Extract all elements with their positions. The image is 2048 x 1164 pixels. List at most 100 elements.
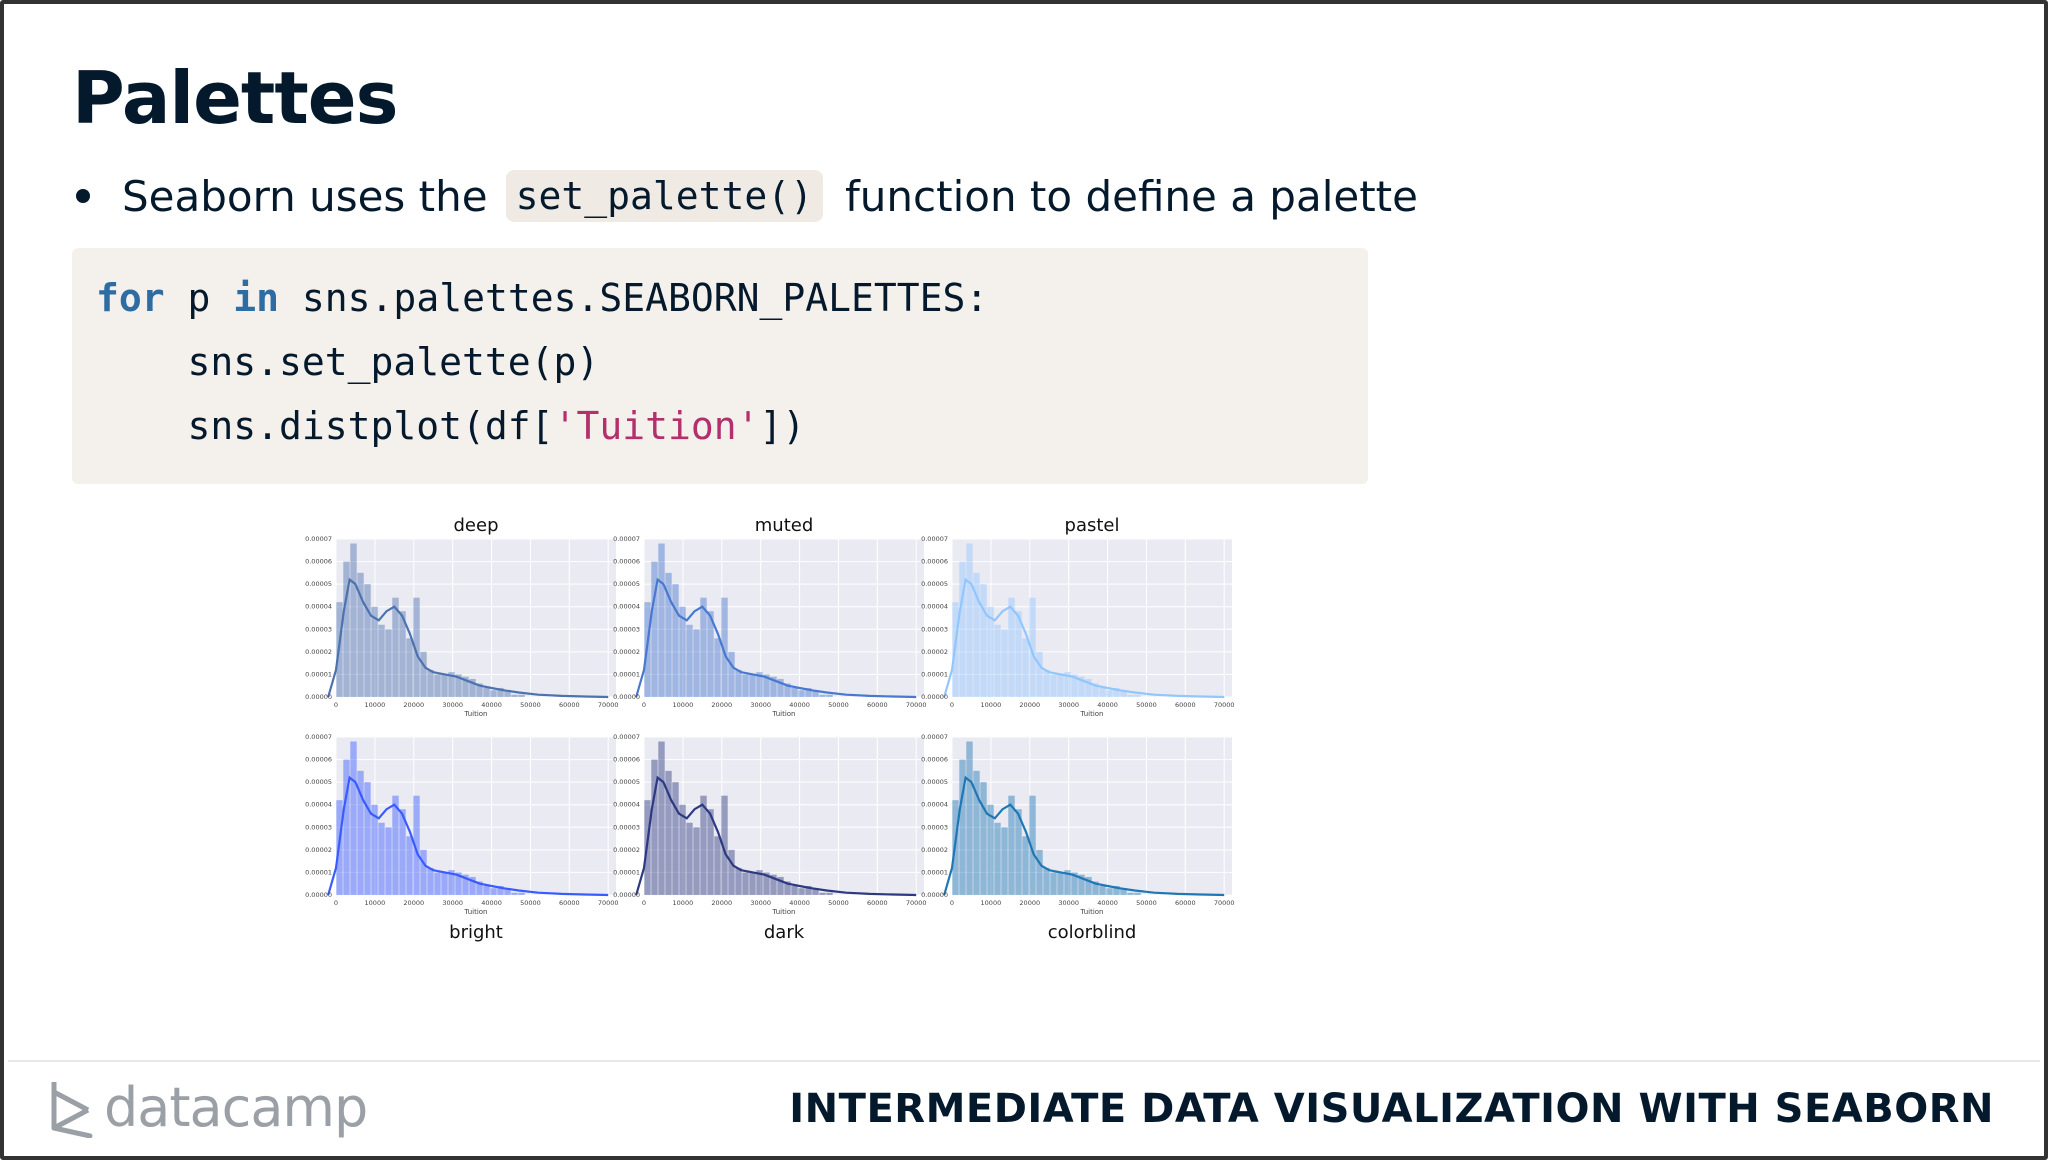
hist-bar <box>714 836 721 895</box>
x-axis-label: Tuition <box>463 908 487 916</box>
hist-bar <box>987 804 994 895</box>
hist-bar <box>350 741 357 895</box>
hist-bar <box>406 638 413 697</box>
hist-bar <box>777 678 784 697</box>
x-tick-label: 50000 <box>1136 701 1157 709</box>
hist-bar <box>1022 836 1029 895</box>
code-string-tuition: 'Tuition' <box>553 404 760 448</box>
y-tick-label: 0.00003 <box>921 625 948 633</box>
x-axis-label: Tuition <box>1079 710 1103 718</box>
hist-bar <box>1029 795 1036 895</box>
hist-bar <box>497 885 504 895</box>
y-tick-label: 0.00002 <box>921 846 948 854</box>
hist-bar <box>364 782 371 895</box>
chart-title: colorblind <box>1048 922 1137 943</box>
distplot-colorblind: 0.00000 0.00001 0.00002 0.00003 0.00004 0.000… <box>921 733 1234 943</box>
hist-bar <box>749 872 756 895</box>
plot-background <box>336 737 616 895</box>
hist-bar <box>994 822 1001 895</box>
hist-bar <box>413 795 420 895</box>
x-axis-label: Tuition <box>771 908 795 916</box>
hist-bar <box>805 885 812 895</box>
plot-background <box>644 737 924 895</box>
kde-line <box>943 577 1225 699</box>
hist-bar <box>1015 809 1022 895</box>
hist-bar <box>462 874 469 895</box>
hist-bar <box>707 611 714 697</box>
x-tick-label: 0 <box>334 899 338 907</box>
plot-background <box>644 539 924 697</box>
hist-bar <box>1113 885 1120 895</box>
x-tick-label: 70000 <box>1214 701 1235 709</box>
bullet-dot-icon <box>76 189 90 203</box>
y-tick-label: 0.00007 <box>613 535 640 543</box>
hist-bar <box>665 572 672 697</box>
hist-bar <box>721 795 728 895</box>
y-tick-label: 0.00006 <box>305 756 332 764</box>
slide-title: Palettes <box>72 56 398 140</box>
hist-bar <box>518 694 525 697</box>
hist-bar <box>392 597 399 697</box>
x-tick-label: 50000 <box>1136 899 1157 907</box>
x-tick-label: 20000 <box>403 701 424 709</box>
hist-bar <box>784 881 791 895</box>
y-tick-label: 0.00004 <box>921 801 948 809</box>
x-tick-label: 10000 <box>673 899 694 907</box>
hist-bar <box>742 872 749 895</box>
code-block: for p in sns.palettes.SEABORN_PALETTES: … <box>72 248 1368 484</box>
hist-bar <box>455 872 462 895</box>
inline-code-set-palette: set_palette() <box>505 170 824 222</box>
hist-bar <box>693 629 700 697</box>
x-tick-label: 40000 <box>789 899 810 907</box>
hist-bar <box>798 888 805 895</box>
hist-bar <box>441 872 448 895</box>
hist-bar <box>770 874 777 895</box>
chart-title: dark <box>764 922 805 943</box>
hist-bar <box>672 584 679 697</box>
x-tick-label: 20000 <box>403 899 424 907</box>
hist-bar <box>518 892 525 895</box>
y-tick-label: 0.00003 <box>305 625 332 633</box>
y-tick-label: 0.00001 <box>613 670 640 678</box>
hist-bar <box>763 872 770 895</box>
x-tick-label: 10000 <box>673 701 694 709</box>
x-tick-label: 30000 <box>1058 701 1079 709</box>
hist-bar <box>420 651 427 697</box>
y-tick-label: 0.00001 <box>305 670 332 678</box>
chart-title: muted <box>755 515 814 536</box>
hist-bar <box>980 584 987 697</box>
hist-bar <box>1050 872 1057 895</box>
hist-bar <box>805 687 812 697</box>
code-text: sns.palettes.SEABORN_PALETTES: <box>279 276 989 320</box>
code-line-1: for p in sns.palettes.SEABORN_PALETTES: <box>96 276 1368 340</box>
x-tick-label: 60000 <box>1175 899 1196 907</box>
y-tick-label: 0.00006 <box>305 558 332 566</box>
y-tick-label: 0.00003 <box>921 823 948 831</box>
hist-bar <box>952 800 959 895</box>
hist-bar <box>756 672 763 697</box>
hist-bar <box>1036 651 1043 697</box>
hist-bar <box>490 888 497 895</box>
hist-bar <box>763 674 770 697</box>
hist-bar <box>966 741 973 895</box>
hist-bar <box>644 800 651 895</box>
hist-bar <box>826 694 833 697</box>
hist-bar <box>434 674 441 697</box>
plot-background <box>952 539 1232 697</box>
hist-bar <box>791 687 798 697</box>
x-tick-label: 20000 <box>1019 899 1040 907</box>
hist-bar <box>1106 888 1113 895</box>
kde-line <box>943 775 1225 897</box>
hist-bar <box>1029 597 1036 697</box>
code-keyword-for: for <box>96 276 165 320</box>
hist-bar <box>700 795 707 895</box>
bullet-text-prefix: Seaborn uses the <box>122 171 488 221</box>
y-tick-label: 0.00002 <box>613 648 640 656</box>
hist-bar <box>1001 827 1008 895</box>
hist-bar <box>504 690 511 697</box>
hist-bar <box>483 687 490 697</box>
hist-bar <box>420 849 427 895</box>
hist-bar <box>1113 687 1120 697</box>
x-tick-label: 50000 <box>828 899 849 907</box>
